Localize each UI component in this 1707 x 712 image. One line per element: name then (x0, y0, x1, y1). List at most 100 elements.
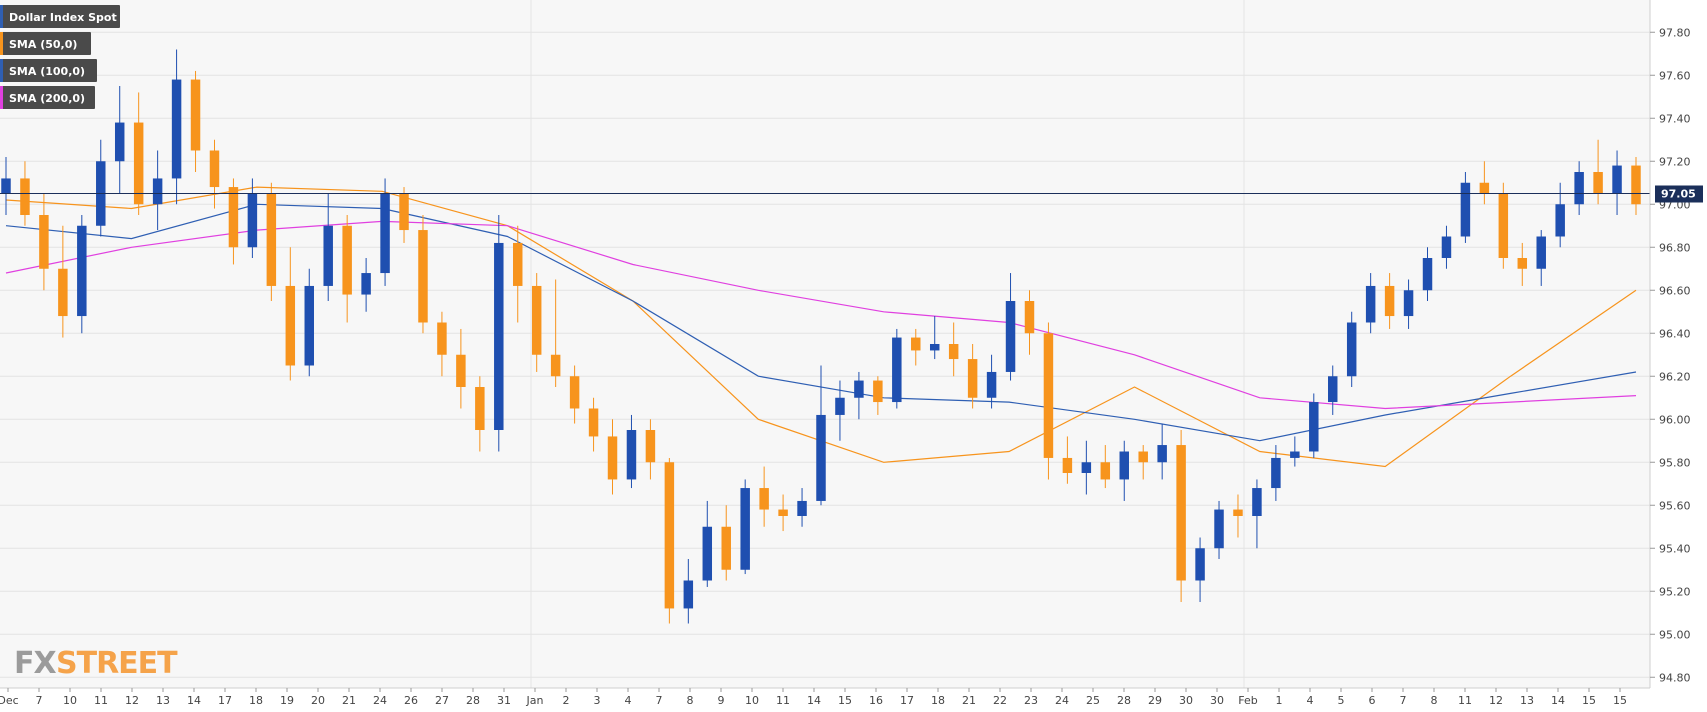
candle (39, 193, 49, 291)
x-tick-label: 17 (218, 694, 232, 707)
legend-swatch (0, 59, 3, 82)
candle (835, 380, 845, 441)
candle-body (948, 344, 959, 360)
candle-body (854, 380, 864, 398)
candle (929, 316, 940, 360)
candle (740, 479, 750, 575)
candle (456, 328, 466, 409)
x-tick-label: 29 (1148, 694, 1162, 707)
candle-body (607, 436, 618, 480)
current-price-tag: 97.05 (1655, 185, 1703, 203)
candle (1631, 156, 1641, 215)
x-tick-label: 7 (656, 694, 663, 707)
candle-body (683, 580, 694, 609)
candle-body (759, 488, 769, 510)
candle (266, 182, 277, 301)
legend-item: SMA (100,0) (0, 59, 97, 82)
x-tick-label: 20 (311, 694, 325, 707)
candle (190, 70, 201, 172)
candle (58, 225, 68, 338)
legend-item-bg (0, 5, 120, 28)
candle (1517, 242, 1528, 286)
y-tick-label: 96.20 (1659, 370, 1691, 383)
candle (1422, 247, 1433, 301)
fxstreet-logo: FX STREET (14, 646, 179, 681)
x-tick-label: 27 (435, 694, 449, 707)
candle-body (437, 322, 447, 355)
candle (1195, 537, 1205, 602)
x-tick-label: 12 (125, 694, 139, 707)
candle-body (835, 397, 845, 415)
y-tick-label: 97.20 (1659, 155, 1691, 168)
legend-swatch (0, 32, 3, 55)
candle-body (1138, 451, 1148, 463)
x-tick-label: 19 (280, 694, 294, 707)
candle (721, 505, 731, 581)
candle-body (1479, 182, 1490, 194)
x-tick-label: 30 (1210, 694, 1224, 707)
candle (1346, 311, 1357, 387)
candle (304, 268, 314, 377)
candle-body (569, 376, 580, 409)
candle (133, 92, 144, 215)
legend-item-bg (0, 59, 97, 82)
y-tick-label: 95.40 (1659, 542, 1691, 555)
candle-body (929, 344, 940, 351)
candle-body (1631, 165, 1641, 205)
candle-body (1233, 509, 1243, 516)
x-tick-label: 10 (745, 694, 759, 707)
x-tick-label: 8 (687, 694, 694, 707)
candle (911, 328, 921, 366)
candle-body (721, 526, 731, 570)
candle-body (494, 242, 504, 430)
candle-body (1157, 445, 1167, 463)
y-tick-label: 95.20 (1659, 585, 1691, 598)
candle-body (664, 462, 675, 609)
candle (1574, 161, 1584, 215)
candle (645, 419, 656, 480)
sma-200-line (5, 220, 1637, 410)
candle-body (1024, 301, 1035, 334)
y-tick-label: 95.00 (1659, 628, 1691, 641)
candle (1119, 440, 1129, 501)
candle-body (399, 193, 409, 231)
candle (683, 559, 694, 624)
candle (1536, 230, 1546, 286)
candle-body (77, 225, 87, 317)
legend-label: SMA (100,0) (9, 65, 85, 78)
x-tick-label: 15 (1613, 694, 1627, 707)
candle-body (1536, 236, 1546, 269)
candle (967, 344, 978, 409)
candle (399, 187, 409, 243)
candle (171, 49, 182, 205)
y-tick-label: 94.80 (1659, 671, 1691, 684)
candle-body (323, 225, 333, 286)
candle (626, 414, 637, 489)
candle-body (114, 122, 125, 162)
candle-body (39, 215, 49, 269)
plot-background (0, 0, 1650, 688)
candle (759, 466, 769, 527)
candle-body (475, 387, 485, 430)
legend-label: SMA (200,0) (9, 92, 85, 105)
x-tick-label: 4 (625, 694, 632, 707)
candle-body (20, 178, 30, 215)
candle-body (1195, 548, 1205, 581)
candle-body (1309, 402, 1319, 452)
candle-body (1593, 172, 1603, 194)
candle-body (778, 509, 788, 516)
legend-item-bg (0, 32, 91, 55)
candle (247, 178, 258, 258)
candle (342, 215, 352, 323)
candle-body (361, 273, 371, 295)
candle (702, 500, 713, 587)
x-tick-label: 2 (563, 694, 570, 707)
legend-swatch (0, 86, 3, 109)
x-tick-label: 8 (1431, 694, 1438, 707)
candle-body (645, 430, 656, 463)
candle (816, 365, 826, 506)
candle-body (1271, 457, 1281, 489)
candle-body (1574, 172, 1584, 205)
candle-body (1005, 301, 1016, 372)
candle (152, 150, 163, 231)
